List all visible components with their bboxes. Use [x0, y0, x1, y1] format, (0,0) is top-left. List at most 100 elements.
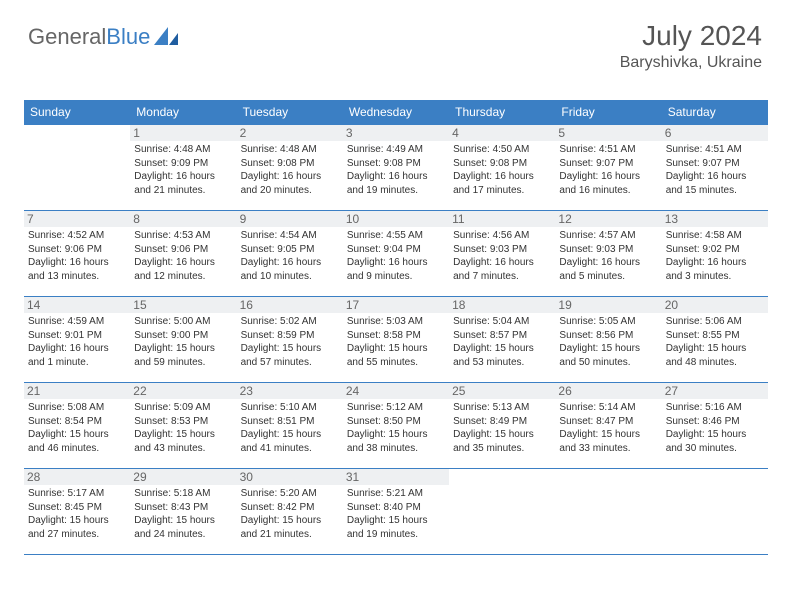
day-number: 19	[555, 297, 661, 313]
day-info-line: Sunrise: 4:54 AM	[241, 229, 339, 243]
day-info-line: Sunrise: 5:18 AM	[134, 487, 232, 501]
day-info-line: Sunset: 9:08 PM	[347, 157, 445, 171]
day-info: Sunrise: 4:51 AMSunset: 9:07 PMDaylight:…	[559, 143, 657, 197]
calendar-day-cell: 9Sunrise: 4:54 AMSunset: 9:05 PMDaylight…	[237, 211, 343, 297]
location-label: Baryshivka, Ukraine	[620, 54, 762, 72]
day-info-line: Daylight: 16 hours and 1 minute.	[28, 342, 126, 369]
day-info-line: Sunset: 9:09 PM	[134, 157, 232, 171]
day-info-line: Sunrise: 4:50 AM	[453, 143, 551, 157]
day-info-line: Sunrise: 5:10 AM	[241, 401, 339, 415]
day-info: Sunrise: 4:59 AMSunset: 9:01 PMDaylight:…	[28, 315, 126, 369]
day-info: Sunrise: 5:13 AMSunset: 8:49 PMDaylight:…	[453, 401, 551, 455]
day-info-line: Sunset: 8:55 PM	[666, 329, 764, 343]
day-number: 4	[449, 125, 555, 141]
day-info: Sunrise: 4:58 AMSunset: 9:02 PMDaylight:…	[666, 229, 764, 283]
day-number: 23	[237, 383, 343, 399]
calendar-day-cell	[555, 469, 661, 555]
day-info-line: Sunrise: 4:56 AM	[453, 229, 551, 243]
calendar-day-cell: 13Sunrise: 4:58 AMSunset: 9:02 PMDayligh…	[662, 211, 768, 297]
day-info-line: Sunrise: 5:06 AM	[666, 315, 764, 329]
day-info-line: Sunrise: 5:05 AM	[559, 315, 657, 329]
day-info-line: Sunset: 9:05 PM	[241, 243, 339, 257]
day-info: Sunrise: 5:09 AMSunset: 8:53 PMDaylight:…	[134, 401, 232, 455]
day-info-line: Sunrise: 5:21 AM	[347, 487, 445, 501]
day-info: Sunrise: 4:51 AMSunset: 9:07 PMDaylight:…	[666, 143, 764, 197]
weekday-header: Thursday	[449, 100, 555, 125]
day-info-line: Sunrise: 5:04 AM	[453, 315, 551, 329]
calendar-week-row: 7Sunrise: 4:52 AMSunset: 9:06 PMDaylight…	[24, 211, 768, 297]
day-info-line: Daylight: 16 hours and 16 minutes.	[559, 170, 657, 197]
day-info-line: Sunset: 8:40 PM	[347, 501, 445, 515]
day-info-line: Sunset: 8:43 PM	[134, 501, 232, 515]
day-info: Sunrise: 5:16 AMSunset: 8:46 PMDaylight:…	[666, 401, 764, 455]
day-info: Sunrise: 5:20 AMSunset: 8:42 PMDaylight:…	[241, 487, 339, 541]
day-info: Sunrise: 5:12 AMSunset: 8:50 PMDaylight:…	[347, 401, 445, 455]
day-info: Sunrise: 5:03 AMSunset: 8:58 PMDaylight:…	[347, 315, 445, 369]
day-info: Sunrise: 4:56 AMSunset: 9:03 PMDaylight:…	[453, 229, 551, 283]
day-number: 5	[555, 125, 661, 141]
day-number: 3	[343, 125, 449, 141]
day-info-line: Sunrise: 4:59 AM	[28, 315, 126, 329]
calendar-day-cell: 6Sunrise: 4:51 AMSunset: 9:07 PMDaylight…	[662, 125, 768, 211]
calendar-day-cell: 20Sunrise: 5:06 AMSunset: 8:55 PMDayligh…	[662, 297, 768, 383]
day-info-line: Sunset: 8:50 PM	[347, 415, 445, 429]
calendar-day-cell: 3 Sunrise: 4:49 AMSunset: 9:08 PMDaylight…	[343, 125, 449, 211]
day-info: Sunrise: 4:54 AMSunset: 9:05 PMDaylight:…	[241, 229, 339, 283]
day-number: 27	[662, 383, 768, 399]
calendar-day-cell: 2Sunrise: 4:48 AMSunset: 9:08 PMDaylight…	[237, 125, 343, 211]
calendar-day-cell: 25Sunrise: 5:13 AMSunset: 8:49 PMDayligh…	[449, 383, 555, 469]
day-info-line: Sunset: 8:57 PM	[453, 329, 551, 343]
day-number: 11	[449, 211, 555, 227]
calendar-day-cell: 30Sunrise: 5:20 AMSunset: 8:42 PMDayligh…	[237, 469, 343, 555]
day-info-line: Sunset: 8:49 PM	[453, 415, 551, 429]
day-info: Sunrise: 4:49 AMSunset: 9:08 PMDaylight:…	[347, 143, 445, 197]
day-info-line: Sunrise: 4:51 AM	[559, 143, 657, 157]
day-info-line: Daylight: 15 hours and 27 minutes.	[28, 514, 126, 541]
day-info-line: Sunrise: 5:09 AM	[134, 401, 232, 415]
weekday-header: Friday	[555, 100, 661, 125]
day-info: Sunrise: 5:06 AMSunset: 8:55 PMDaylight:…	[666, 315, 764, 369]
calendar-day-cell: 5 Sunrise: 4:51 AMSunset: 9:07 PMDaylight…	[555, 125, 661, 211]
calendar-day-cell: 23Sunrise: 5:10 AMSunset: 8:51 PMDayligh…	[237, 383, 343, 469]
day-info-line: Daylight: 16 hours and 9 minutes.	[347, 256, 445, 283]
day-info-line: Daylight: 16 hours and 19 minutes.	[347, 170, 445, 197]
day-info-line: Daylight: 15 hours and 43 minutes.	[134, 428, 232, 455]
day-info-line: Sunrise: 4:55 AM	[347, 229, 445, 243]
day-info-line: Sunrise: 4:48 AM	[241, 143, 339, 157]
day-number: 18	[449, 297, 555, 313]
day-number: 21	[24, 383, 130, 399]
day-number: 7	[24, 211, 130, 227]
calendar-day-cell: 10Sunrise: 4:55 AMSunset: 9:04 PMDayligh…	[343, 211, 449, 297]
calendar-week-row: 21Sunrise: 5:08 AMSunset: 8:54 PMDayligh…	[24, 383, 768, 469]
day-info-line: Daylight: 15 hours and 35 minutes.	[453, 428, 551, 455]
day-info-line: Daylight: 15 hours and 19 minutes.	[347, 514, 445, 541]
day-number: 31	[343, 469, 449, 485]
calendar-day-cell: 29Sunrise: 5:18 AMSunset: 8:43 PMDayligh…	[130, 469, 236, 555]
calendar-day-cell: 24Sunrise: 5:12 AMSunset: 8:50 PMDayligh…	[343, 383, 449, 469]
calendar-day-cell: 21Sunrise: 5:08 AMSunset: 8:54 PMDayligh…	[24, 383, 130, 469]
calendar-header-row: SundayMondayTuesdayWednesdayThursdayFrid…	[24, 100, 768, 125]
day-info-line: Daylight: 16 hours and 15 minutes.	[666, 170, 764, 197]
day-info-line: Sunset: 9:08 PM	[453, 157, 551, 171]
day-info-line: Daylight: 15 hours and 46 minutes.	[28, 428, 126, 455]
calendar-day-cell: 22 Sunrise: 5:09 AMSunset: 8:53 PMDayligh…	[130, 383, 236, 469]
day-number: 22	[130, 383, 236, 399]
day-info-line: Sunset: 8:47 PM	[559, 415, 657, 429]
day-number: 17	[343, 297, 449, 313]
day-number: 28	[24, 469, 130, 485]
calendar-day-cell: 19Sunrise: 5:05 AMSunset: 8:56 PMDayligh…	[555, 297, 661, 383]
day-info-line: Sunset: 8:46 PM	[666, 415, 764, 429]
day-info-line: Sunrise: 5:16 AM	[666, 401, 764, 415]
calendar-day-cell: 8Sunrise: 4:53 AMSunset: 9:06 PMDaylight…	[130, 211, 236, 297]
day-info-line: Sunrise: 4:48 AM	[134, 143, 232, 157]
day-info-line: Daylight: 16 hours and 12 minutes.	[134, 256, 232, 283]
calendar-day-cell	[449, 469, 555, 555]
month-title: July 2024	[620, 20, 762, 52]
day-info-line: Daylight: 16 hours and 13 minutes.	[28, 256, 126, 283]
day-info-line: Sunrise: 4:58 AM	[666, 229, 764, 243]
day-info-line: Sunset: 9:07 PM	[559, 157, 657, 171]
day-info-line: Daylight: 16 hours and 5 minutes.	[559, 256, 657, 283]
brand-sail-icon	[154, 27, 180, 47]
day-info-line: Sunrise: 5:12 AM	[347, 401, 445, 415]
day-number: 14	[24, 297, 130, 313]
